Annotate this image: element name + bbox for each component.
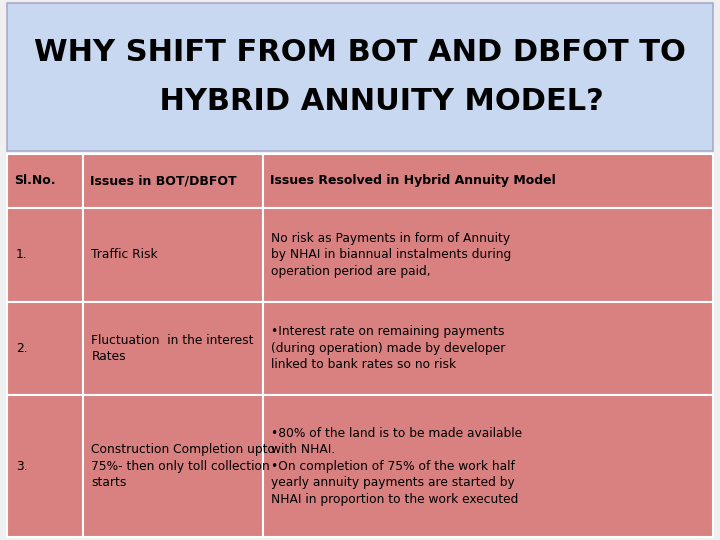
FancyBboxPatch shape — [263, 208, 713, 302]
Text: Fluctuation  in the interest
Rates: Fluctuation in the interest Rates — [91, 334, 254, 363]
FancyBboxPatch shape — [7, 154, 83, 208]
Text: •Interest rate on remaining payments
(during operation) made by developer
linked: •Interest rate on remaining payments (du… — [271, 326, 506, 372]
Text: Traffic Risk: Traffic Risk — [91, 248, 158, 261]
FancyBboxPatch shape — [83, 395, 263, 537]
Text: 1.: 1. — [16, 248, 27, 261]
Text: WHY SHIFT FROM BOT AND DBFOT TO: WHY SHIFT FROM BOT AND DBFOT TO — [34, 38, 686, 67]
FancyBboxPatch shape — [83, 302, 263, 395]
Text: HYBRID ANNUITY MODEL?: HYBRID ANNUITY MODEL? — [117, 87, 603, 116]
Text: 3.: 3. — [16, 460, 27, 473]
FancyBboxPatch shape — [7, 302, 83, 395]
Text: Issues Resolved in Hybrid Annuity Model: Issues Resolved in Hybrid Annuity Model — [270, 174, 556, 187]
Text: Issues in BOT/DBFOT: Issues in BOT/DBFOT — [90, 174, 237, 187]
FancyBboxPatch shape — [263, 154, 713, 208]
Text: •80% of the land is to be made available
with NHAI.
•On completion of 75% of the: •80% of the land is to be made available… — [271, 427, 523, 506]
Text: 2.: 2. — [16, 342, 27, 355]
Text: Construction Completion upto
75%- then only toll collection
starts: Construction Completion upto 75%- then o… — [91, 443, 276, 489]
FancyBboxPatch shape — [83, 154, 263, 208]
Text: Sl.No.: Sl.No. — [14, 174, 56, 187]
FancyBboxPatch shape — [7, 395, 83, 537]
FancyBboxPatch shape — [83, 208, 263, 302]
FancyBboxPatch shape — [263, 395, 713, 537]
Text: No risk as Payments in form of Annuity
by NHAI in biannual instalments during
op: No risk as Payments in form of Annuity b… — [271, 232, 512, 278]
FancyBboxPatch shape — [7, 3, 713, 151]
FancyBboxPatch shape — [263, 302, 713, 395]
FancyBboxPatch shape — [7, 208, 83, 302]
